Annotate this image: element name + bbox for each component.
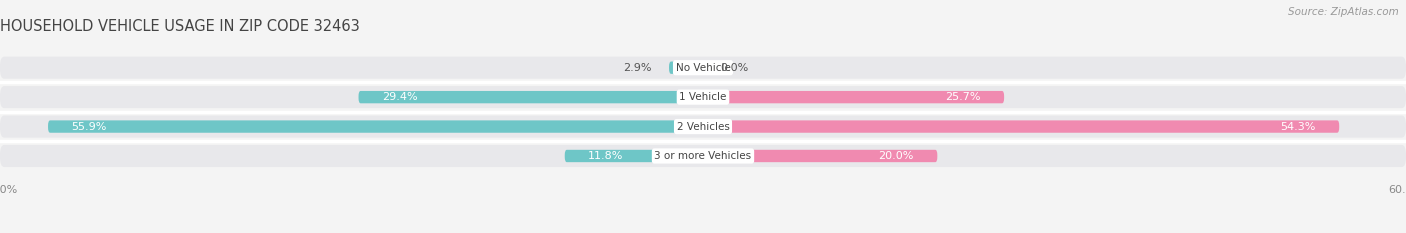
FancyBboxPatch shape	[0, 57, 1406, 79]
FancyBboxPatch shape	[703, 150, 938, 162]
Text: 54.3%: 54.3%	[1281, 122, 1316, 132]
Text: 2 Vehicles: 2 Vehicles	[676, 122, 730, 132]
Text: 1 Vehicle: 1 Vehicle	[679, 92, 727, 102]
Text: 20.0%: 20.0%	[879, 151, 914, 161]
Text: 0.0%: 0.0%	[721, 63, 749, 73]
FancyBboxPatch shape	[0, 86, 1406, 108]
Text: 29.4%: 29.4%	[382, 92, 418, 102]
FancyBboxPatch shape	[359, 91, 703, 103]
Text: 11.8%: 11.8%	[588, 151, 623, 161]
Text: 55.9%: 55.9%	[72, 122, 107, 132]
Text: HOUSEHOLD VEHICLE USAGE IN ZIP CODE 32463: HOUSEHOLD VEHICLE USAGE IN ZIP CODE 3246…	[0, 19, 360, 34]
FancyBboxPatch shape	[703, 120, 1339, 133]
FancyBboxPatch shape	[0, 145, 1406, 167]
FancyBboxPatch shape	[0, 116, 1406, 138]
Text: 2.9%: 2.9%	[623, 63, 651, 73]
FancyBboxPatch shape	[48, 120, 703, 133]
Text: Source: ZipAtlas.com: Source: ZipAtlas.com	[1288, 7, 1399, 17]
Text: 25.7%: 25.7%	[945, 92, 981, 102]
FancyBboxPatch shape	[669, 62, 703, 74]
FancyBboxPatch shape	[703, 91, 1004, 103]
Text: No Vehicle: No Vehicle	[675, 63, 731, 73]
FancyBboxPatch shape	[565, 150, 703, 162]
Text: 3 or more Vehicles: 3 or more Vehicles	[654, 151, 752, 161]
